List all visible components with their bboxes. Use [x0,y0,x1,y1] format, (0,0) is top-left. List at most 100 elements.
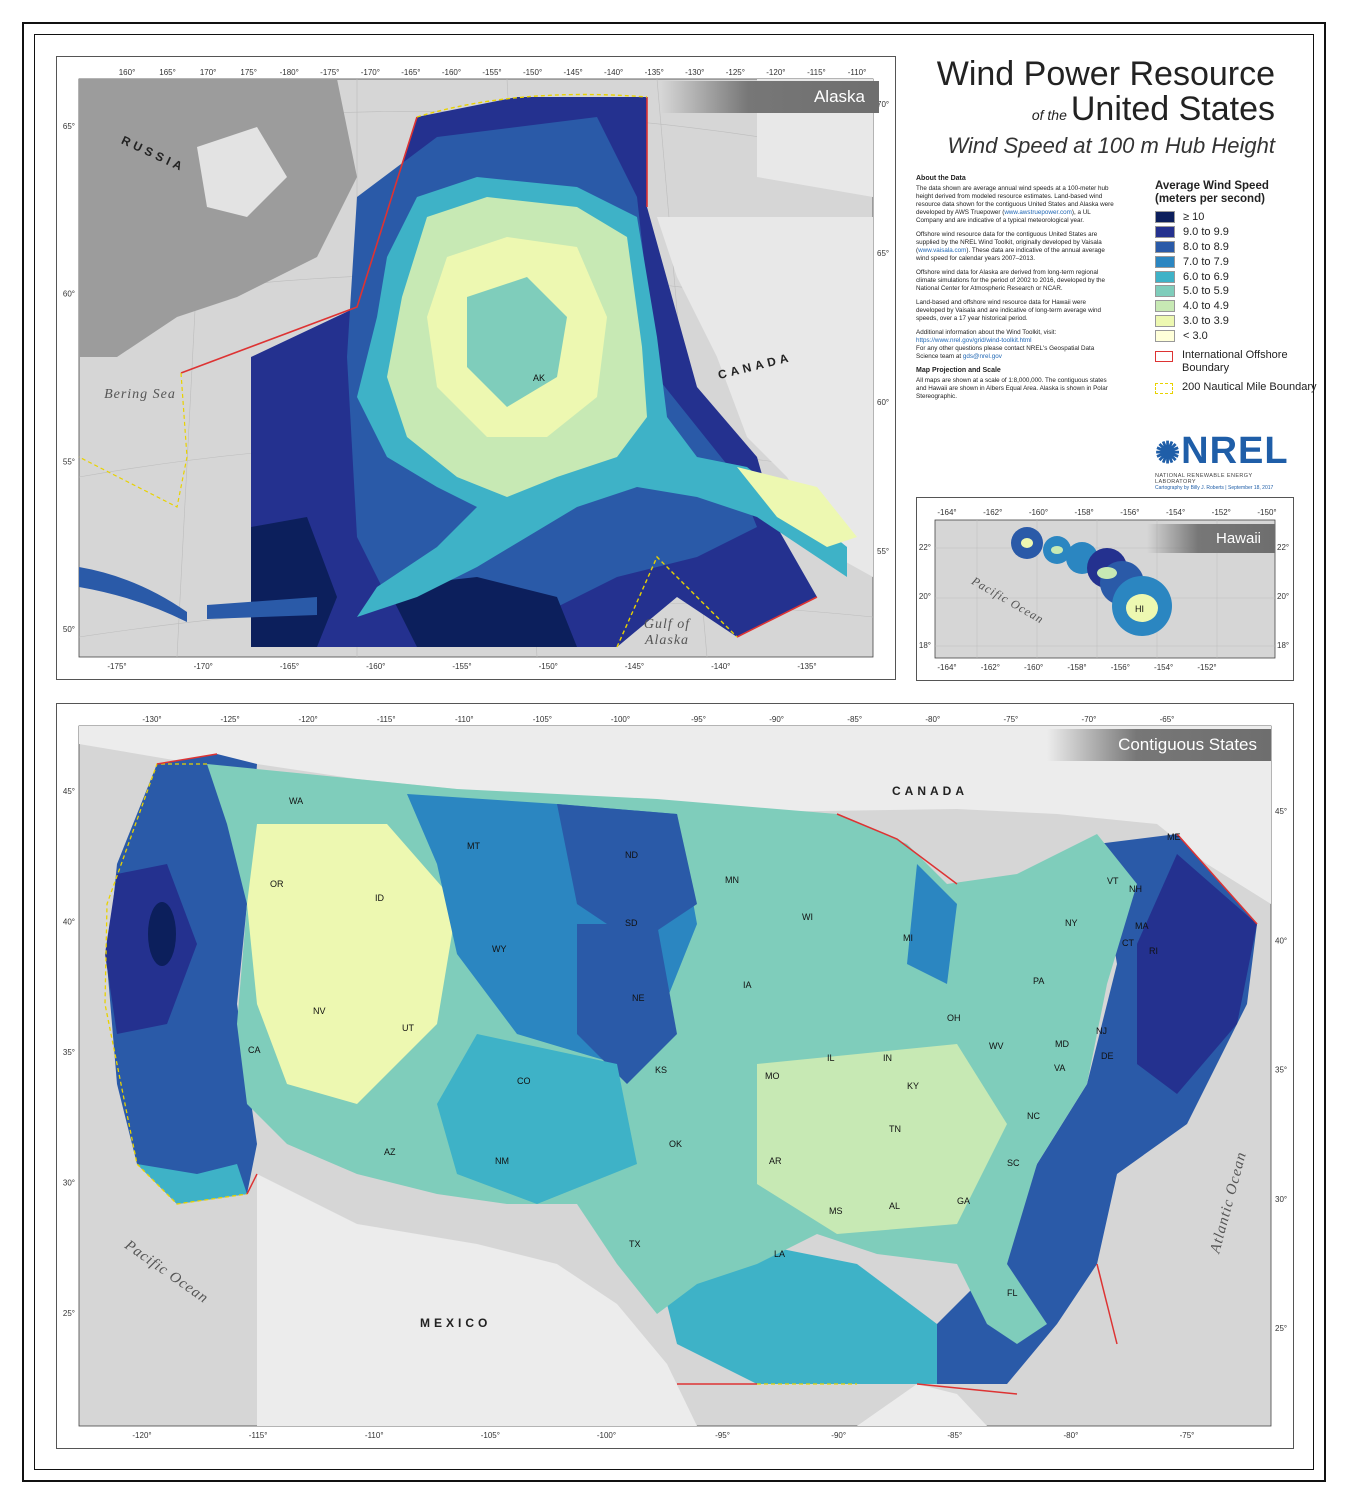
state-label-mt: MT [467,841,480,851]
ak-right-tick-2: 60° [877,398,889,407]
legend-label-0: ≥ 10 [1183,211,1205,224]
conus-right-tick-2: 35° [1275,1066,1287,1075]
state-label-ne: NE [632,993,645,1003]
state-label-co: CO [517,1076,531,1086]
state-label-mi: MI [903,933,913,943]
inner-frame [34,34,1314,1470]
legend-row-5: 5.0 to 5.9 [1155,284,1325,299]
hi-bottom-tick-3: -158° [1067,663,1086,672]
alaska-panel-title: Alaska [661,81,879,113]
hawaii-panel[interactable]: -164° -162° -160° -158° -156° -154° -152° -150°… [916,497,1294,681]
ak-left-tick-2: 55° [63,457,75,466]
state-label-nc: NC [1027,1111,1040,1121]
cartography-credit: Cartography by Billy J. Roberts | Septem… [1155,485,1274,491]
ak-bottom-tick-1: -170° [194,662,213,671]
hi-left-tick-1: 20° [919,592,931,601]
hi-bottom-tick-0: -164° [937,663,956,672]
state-label-ny: NY [1065,918,1078,928]
hi-right-tick-1: 20° [1277,592,1289,601]
legend-swatch-6 [1155,300,1175,313]
ak-top-tick-11: -145° [564,68,583,77]
state-label-ak: AK [533,373,545,383]
legend-label-4: 6.0 to 6.9 [1183,270,1229,283]
state-label-nv: NV [313,1006,326,1016]
legend-row-6: 4.0 to 4.9 [1155,299,1325,314]
ak-top-tick-13: -135° [645,68,664,77]
conus-map[interactable]: -130° -125° -120° -115° -110° -105° -100° -95° -… [57,704,1293,1448]
state-label-in: IN [883,1053,892,1063]
legend-label-6: 4.0 to 4.9 [1183,300,1229,313]
hi-bottom-tick-5: -154° [1154,663,1173,672]
state-label-la: LA [774,1249,785,1259]
nrel-logo-block: ✺NREL NATIONAL RENEWABLE ENERGY LABORATO… [1155,432,1295,491]
legend-title: Average Wind Speed [1155,180,1269,192]
label-mexico: MEXICO [420,1316,492,1330]
conus-bottom-tick-1: -115° [249,1431,268,1440]
ak-left-tick-3: 50° [63,625,75,634]
state-label-nh: NH [1129,884,1142,894]
about-p1: The data shown are average annual wind s… [916,185,1114,224]
nrel-sun-icon: ✺ [1155,437,1182,470]
conus-top-tick-11: -75° [1003,715,1018,724]
state-label-ma: MA [1135,921,1149,931]
conus-bottom-tick-8: -80° [1064,1431,1079,1440]
conus-left-tick-2: 35° [63,1048,75,1057]
ak-top-tick-16: -120° [766,68,785,77]
alaska-map[interactable]: 160° 165° 170° 175° -180° -175° -170° -165° -160… [57,57,895,679]
conus-top-tick-1: -125° [220,715,239,724]
about-p6: All maps are shown at a scale of 1:8,000… [916,377,1108,400]
ak-top-tick-6: -170° [361,68,380,77]
title-line3: Wind Speed at 100 m Hub Height [947,133,1275,158]
hi-top-tick-1: -162° [983,508,1002,517]
legend-swatch-1 [1155,226,1175,239]
ak-top-tick-10: -150° [523,68,542,77]
legend: Average Wind Speed (meters per second) ≥… [1155,180,1325,395]
conus-right-tick-4: 25° [1275,1324,1287,1333]
state-label-nd: ND [625,850,638,860]
conus-top-tick-4: -110° [455,715,474,724]
ak-bottom-tick-2: -165° [280,662,299,671]
state-label-ct: CT [1122,938,1134,948]
state-label-ut: UT [402,1023,414,1033]
hi-right-tick-2: 18° [1277,641,1289,650]
conus-panel[interactable]: -130° -125° -120° -115° -110° -105° -100° -95° -… [56,703,1294,1449]
hi-top-tick-4: -156° [1120,508,1139,517]
legend-row-3: 7.0 to 7.9 [1155,254,1325,269]
link-email[interactable]: gds@nrel.gov [962,353,1002,360]
state-label-ca: CA [248,1045,261,1055]
ak-bottom-tick-6: -145° [625,662,644,671]
nrel-logo: ✺NREL [1155,430,1289,472]
link-wind-toolkit[interactable]: https://www.nrel.gov/grid/wind-toolkit.h… [916,337,1032,344]
ak-top-tick-3: 175° [240,68,257,77]
state-label-sd: SD [625,918,638,928]
state-label-va: VA [1054,1063,1065,1073]
about-p4: Land-based and offshore wind resource da… [916,299,1102,322]
title-block: Wind Power Resource of the United States … [905,56,1275,160]
label-conus-canada: CANADA [892,784,968,798]
legend-row-8: < 3.0 [1155,328,1325,343]
hi-left-tick-2: 18° [919,641,931,650]
conus-top-tick-10: -80° [925,715,940,724]
ak-bottom-tick-5: -150° [539,662,558,671]
conus-top-tick-3: -115° [377,715,396,724]
about-the-data: About the Data The data shown are averag… [916,175,1116,407]
state-label-pa: PA [1033,976,1044,986]
conus-left-tick-1: 40° [63,918,75,927]
alaska-panel[interactable]: 160° 165° 170° 175° -180° -175° -170° -165° -160… [56,56,896,680]
link-awstruepower[interactable]: www.awstruepower.com [1004,209,1072,216]
legend-swatch-0 [1155,211,1175,224]
ak-left-tick-1: 60° [63,290,75,299]
state-label-ga: GA [957,1196,970,1206]
conus-right-tick-3: 30° [1275,1195,1287,1204]
legend-label-2: 8.0 to 8.9 [1183,240,1229,253]
link-vaisala[interactable]: www.vaisala.com [918,247,967,254]
ak-top-tick-18: -110° [848,68,867,77]
legend-row-4: 6.0 to 6.9 [1155,269,1325,284]
state-label-tn: TN [889,1124,901,1134]
ak-top-tick-8: -160° [442,68,461,77]
hi-top-tick-0: -164° [937,508,956,517]
state-label-md: MD [1055,1039,1069,1049]
conus-left-tick-0: 45° [63,787,75,796]
nm-boundary-swatch [1155,383,1173,395]
state-label-nm: NM [495,1156,509,1166]
